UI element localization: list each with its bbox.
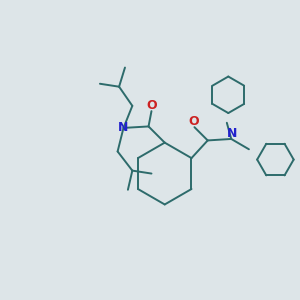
Text: O: O [188,116,199,128]
Text: N: N [226,127,237,140]
Text: O: O [146,99,157,112]
Text: N: N [118,122,128,134]
